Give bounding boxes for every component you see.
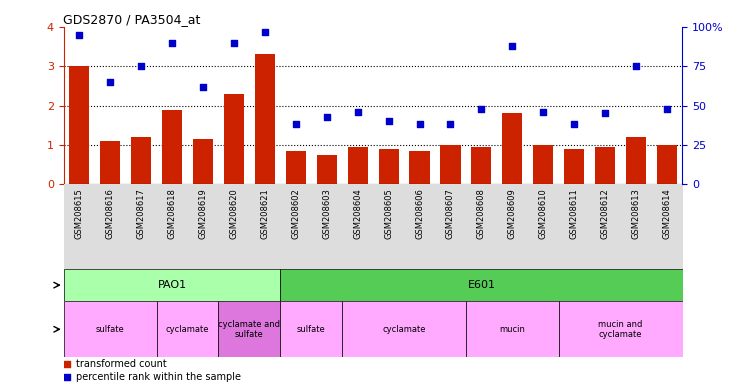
Text: GSM208611: GSM208611 [570, 189, 579, 239]
Text: E601: E601 [467, 280, 496, 290]
Point [630, 63, 642, 70]
Text: GSM208619: GSM208619 [199, 189, 208, 239]
Text: PAO1: PAO1 [158, 280, 187, 290]
Text: GSM208603: GSM208603 [322, 189, 332, 239]
Point [568, 121, 580, 127]
Text: mucin: mucin [500, 325, 525, 334]
Bar [100, 141, 120, 184]
Point [228, 40, 240, 46]
Point [382, 118, 394, 124]
Text: sulfate: sulfate [297, 325, 326, 334]
Text: GSM208610: GSM208610 [538, 189, 548, 239]
Text: GSM208608: GSM208608 [477, 189, 486, 239]
Text: GSM208620: GSM208620 [230, 189, 238, 239]
Text: GSM208612: GSM208612 [601, 189, 610, 239]
Bar [410, 151, 430, 184]
Point [104, 79, 116, 85]
Text: GSM208621: GSM208621 [260, 189, 269, 239]
Text: transformed count: transformed count [76, 359, 166, 369]
Bar [503, 114, 523, 184]
Point [166, 40, 178, 46]
Text: GSM208604: GSM208604 [353, 189, 362, 239]
Bar [316, 155, 337, 184]
Bar [564, 149, 584, 184]
Point [537, 109, 549, 115]
Point [476, 106, 488, 112]
Text: GDS2870 / PA3504_at: GDS2870 / PA3504_at [62, 13, 200, 26]
Text: mucin and
cyclamate: mucin and cyclamate [598, 319, 643, 339]
Text: GSM208613: GSM208613 [632, 189, 640, 239]
Bar [595, 147, 615, 184]
Bar [471, 147, 491, 184]
Text: GSM208614: GSM208614 [662, 189, 671, 239]
Point [61, 361, 73, 367]
Bar [255, 55, 275, 184]
Point [445, 121, 457, 127]
Bar [286, 151, 306, 184]
Bar [157, 301, 218, 357]
Text: GSM208617: GSM208617 [136, 189, 146, 239]
Point [135, 63, 147, 70]
Point [413, 121, 425, 127]
Text: GSM208615: GSM208615 [75, 189, 84, 239]
Point [290, 121, 302, 127]
Text: GSM208609: GSM208609 [508, 189, 517, 239]
Text: GSM208606: GSM208606 [415, 189, 424, 239]
Bar [626, 137, 646, 184]
Point [197, 84, 209, 90]
Bar [379, 149, 399, 184]
Bar [64, 301, 157, 357]
Point [321, 114, 333, 120]
Text: cyclamate: cyclamate [166, 325, 209, 334]
Bar [342, 301, 466, 357]
Bar [224, 94, 244, 184]
Point [661, 106, 673, 112]
Point [259, 28, 271, 35]
Text: cyclamate and
sulfate: cyclamate and sulfate [218, 319, 280, 339]
Point [352, 109, 364, 115]
Text: GSM208616: GSM208616 [106, 189, 115, 239]
Bar [347, 147, 368, 184]
Bar [218, 301, 280, 357]
Text: GSM208607: GSM208607 [446, 189, 455, 239]
Text: sulfate: sulfate [96, 325, 124, 334]
Bar [131, 137, 152, 184]
Text: percentile rank within the sample: percentile rank within the sample [76, 372, 242, 382]
Bar [533, 145, 554, 184]
Point [599, 111, 611, 117]
Bar [69, 66, 89, 184]
Bar [162, 109, 182, 184]
Bar [559, 301, 682, 357]
Bar [657, 145, 677, 184]
Point [61, 374, 73, 380]
Bar [280, 301, 342, 357]
Text: cyclamate: cyclamate [382, 325, 426, 334]
Text: GSM208605: GSM208605 [384, 189, 393, 239]
Bar [440, 145, 460, 184]
Bar [280, 269, 682, 301]
Bar [466, 301, 559, 357]
Text: GSM208618: GSM208618 [167, 189, 176, 239]
Bar [193, 139, 213, 184]
Bar [64, 269, 280, 301]
Text: GSM208602: GSM208602 [291, 189, 300, 239]
Point [74, 31, 86, 38]
Point [506, 43, 518, 49]
